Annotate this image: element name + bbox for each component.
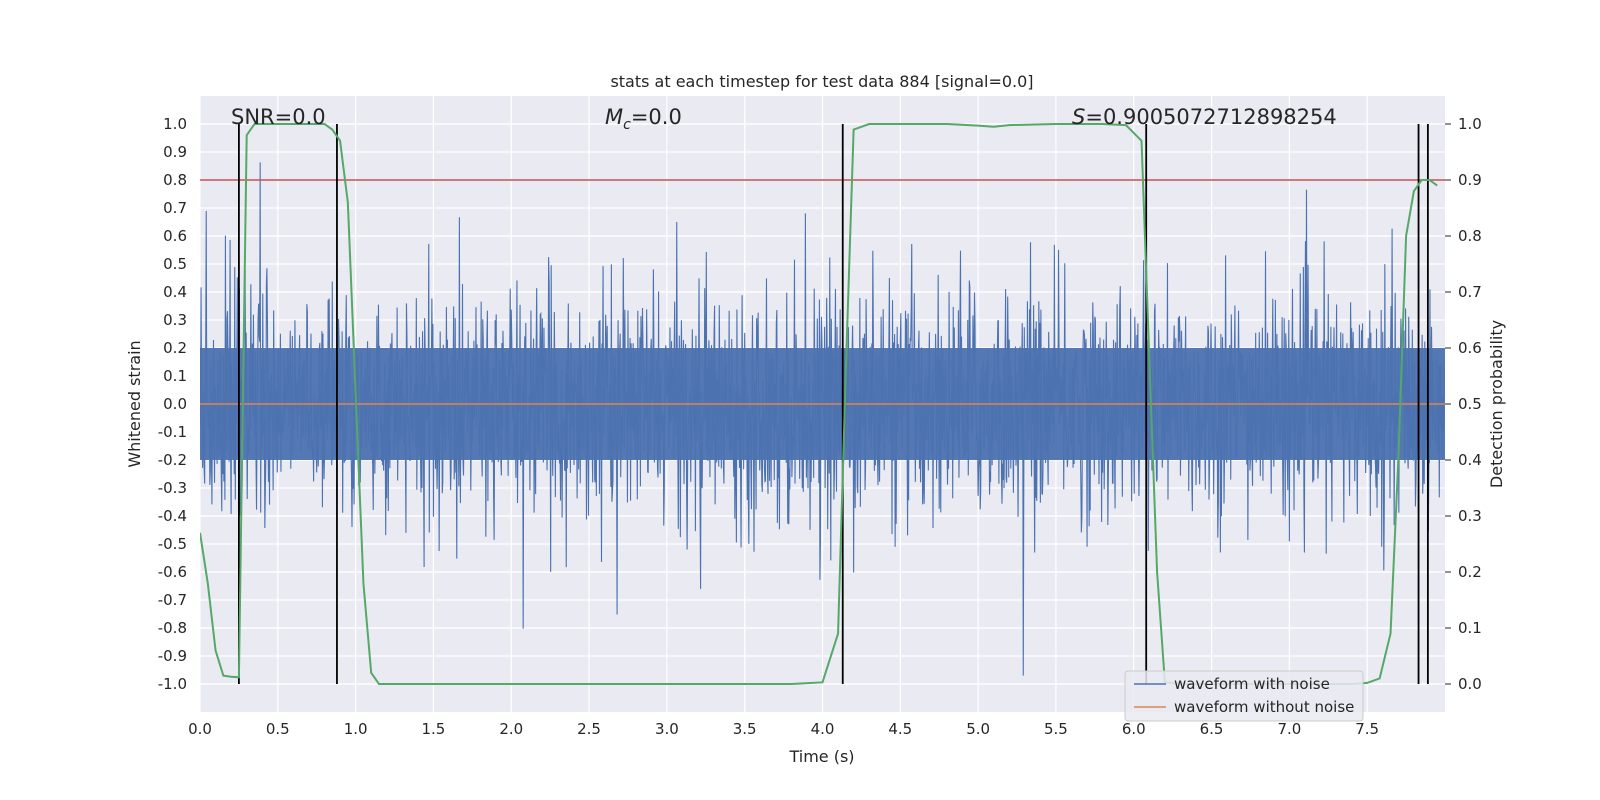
y2-tick-label: 1.0 bbox=[1458, 115, 1482, 133]
y-axis-label: Whitened strain bbox=[125, 340, 144, 467]
y2-tick-label: 0.1 bbox=[1458, 619, 1482, 637]
y-tick-label: -0.8 bbox=[158, 619, 187, 637]
y2-tick-label: 0.4 bbox=[1458, 451, 1482, 469]
y2-tick-label: 0.8 bbox=[1458, 227, 1482, 245]
x-tick-label: 1.5 bbox=[422, 720, 446, 738]
y-tick-label: 0.5 bbox=[163, 255, 187, 273]
y-tick-label: -0.2 bbox=[158, 451, 187, 469]
chart-title: stats at each timestep for test data 884… bbox=[610, 72, 1033, 91]
x-tick-label: 0.5 bbox=[266, 720, 290, 738]
y2-tick-labels: 1.0 0.9 0.8 0.7 0.6 0.5 0.4 0.3 0.2 0.1 0.0 bbox=[1445, 115, 1482, 693]
y-tick-label: 0.4 bbox=[163, 283, 187, 301]
y-tick-label: -0.5 bbox=[158, 535, 187, 553]
y2-tick-label: 0.3 bbox=[1458, 507, 1482, 525]
y2-tick-label: 0.5 bbox=[1458, 395, 1482, 413]
x-tick-label: 7.5 bbox=[1355, 720, 1379, 738]
y-tick-label: -0.9 bbox=[158, 647, 187, 665]
y-tick-label: -0.3 bbox=[158, 479, 187, 497]
x-tick-label: 6.0 bbox=[1122, 720, 1146, 738]
y-tick-label: 0.7 bbox=[163, 199, 187, 217]
y-tick-label: 0.1 bbox=[163, 367, 187, 385]
y2-tick-label: 0.6 bbox=[1458, 339, 1482, 357]
s-annotation: S=0.9005072712898254 bbox=[1072, 105, 1337, 129]
legend-box bbox=[1124, 670, 1364, 722]
mc-subscript: c bbox=[623, 117, 631, 133]
y2-tick-label: 0.2 bbox=[1458, 563, 1482, 581]
y2-axis-label: Detection probability bbox=[1487, 320, 1506, 488]
y-tick-label: 1.0 bbox=[163, 115, 187, 133]
y2-tick-label: 0.9 bbox=[1458, 171, 1482, 189]
x-tick-labels: 0.0 0.5 1.0 1.5 2.0 2.5 3.0 3.5 4.0 4.5 5.0 5.5 6.0 6… bbox=[188, 720, 1379, 738]
y-tick-label: 0.3 bbox=[163, 311, 187, 329]
y2-tick-label: 0.0 bbox=[1458, 675, 1482, 693]
y-tick-label: -0.6 bbox=[158, 563, 187, 581]
y-tick-label: -0.7 bbox=[158, 591, 187, 609]
x-tick-label: 0.0 bbox=[188, 720, 212, 738]
x-tick-label: 1.0 bbox=[344, 720, 368, 738]
snr-annotation: SNR=0.0 bbox=[231, 105, 326, 129]
y-tick-labels: 1.0 0.9 0.8 0.7 0.6 0.5 0.4 0.3 0.2 0.1 0.0 -0.1 -0.… bbox=[158, 115, 187, 693]
y-tick-label: -1.0 bbox=[158, 675, 187, 693]
legend: waveform with noise waveform without noi… bbox=[1124, 670, 1364, 722]
y-tick-label: 0.2 bbox=[163, 339, 187, 357]
s-symbol: S bbox=[1072, 105, 1085, 129]
legend-label-clean: waveform without noise bbox=[1174, 698, 1354, 716]
y-tick-label: 0.8 bbox=[163, 171, 187, 189]
s-value: =0.9005072712898254 bbox=[1085, 105, 1336, 129]
x-tick-label: 6.5 bbox=[1200, 720, 1224, 738]
x-tick-label: 7.0 bbox=[1277, 720, 1301, 738]
plot-area bbox=[200, 123, 1445, 685]
x-tick-label: 2.0 bbox=[499, 720, 523, 738]
x-tick-label: 5.0 bbox=[966, 720, 990, 738]
mc-value: =0.0 bbox=[631, 105, 682, 129]
x-tick-label: 4.5 bbox=[888, 720, 912, 738]
y2-tick-label: 0.7 bbox=[1458, 283, 1482, 301]
y-tick-label: 0.9 bbox=[163, 143, 187, 161]
y-tick-label: -0.1 bbox=[158, 423, 187, 441]
y-tick-label: 0.6 bbox=[163, 227, 187, 245]
x-tick-label: 3.5 bbox=[733, 720, 757, 738]
x-tick-label: 3.0 bbox=[655, 720, 679, 738]
x-tick-label: 2.5 bbox=[577, 720, 601, 738]
x-axis-label: Time (s) bbox=[788, 747, 854, 766]
x-tick-label: 4.0 bbox=[811, 720, 835, 738]
mc-annotation: Mc=0.0 bbox=[605, 105, 682, 133]
x-tick-label: 5.5 bbox=[1044, 720, 1068, 738]
y-tick-label: 0.0 bbox=[163, 395, 187, 413]
legend-label-noise: waveform with noise bbox=[1174, 675, 1330, 693]
mc-symbol: M bbox=[605, 105, 623, 129]
y-tick-label: -0.4 bbox=[158, 507, 187, 525]
